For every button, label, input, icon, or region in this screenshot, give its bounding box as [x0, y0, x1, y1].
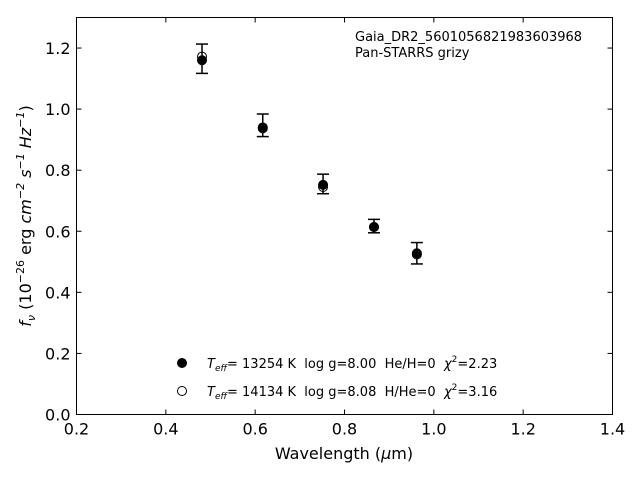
model-point-filled [197, 55, 208, 66]
y-tick-label: 0.8 [45, 161, 70, 180]
y-tick-label: 0.4 [45, 283, 70, 302]
y-axis-label: fν (10−26 erg cm−2 s−1 Hz−1) [14, 105, 38, 326]
model-point-open [368, 221, 379, 232]
y-tick-label: 1.2 [45, 39, 70, 58]
model-point-open [411, 249, 422, 260]
y-tick-label: 0.0 [45, 406, 70, 425]
x-tick-label: 1.0 [421, 420, 446, 439]
annotation-source-id: Gaia_DR2_5601056821983603968 [355, 30, 582, 45]
y-tick-label: 0.6 [45, 222, 70, 241]
x-tick-label: 0.8 [332, 420, 357, 439]
model-point-open [318, 181, 329, 192]
y-tick-label: 1.0 [45, 100, 70, 119]
plot-frame [76, 17, 613, 415]
data-marks [196, 43, 423, 265]
legend-label-model-1: Teff= 13254 K log g=8.00 He/H=0 χ2=2.23 [207, 355, 497, 374]
x-tick-label: 0.2 [64, 420, 89, 439]
x-tick-label: 1.4 [600, 420, 625, 439]
legend-label-model-2: Teff= 14134 K log g=8.08 H/He=0 χ2=3.16 [207, 383, 497, 402]
legend: Teff= 13254 K log g=8.00 He/H=0 χ2=2.23 … [177, 355, 497, 402]
y-tick-label: 0.2 [45, 344, 70, 363]
legend-marker-open [177, 386, 187, 396]
model-point-open [257, 123, 268, 134]
x-tick-label: 0.4 [153, 420, 178, 439]
x-tick-label: 1.2 [510, 420, 535, 439]
annotation-filter-set: Pan-STARRS grizy [355, 46, 470, 61]
x-tick-label: 0.6 [242, 420, 267, 439]
x-axis-label: Wavelength (μm) [275, 444, 413, 463]
model-point-filled [318, 179, 329, 190]
axis-tick-labels: 0.2 0.4 0.6 0.8 1.0 1.2 1.40.00.20.40.60.81.01… [45, 39, 625, 438]
model-point-open [197, 51, 208, 62]
legend-marker-filled [177, 358, 187, 368]
